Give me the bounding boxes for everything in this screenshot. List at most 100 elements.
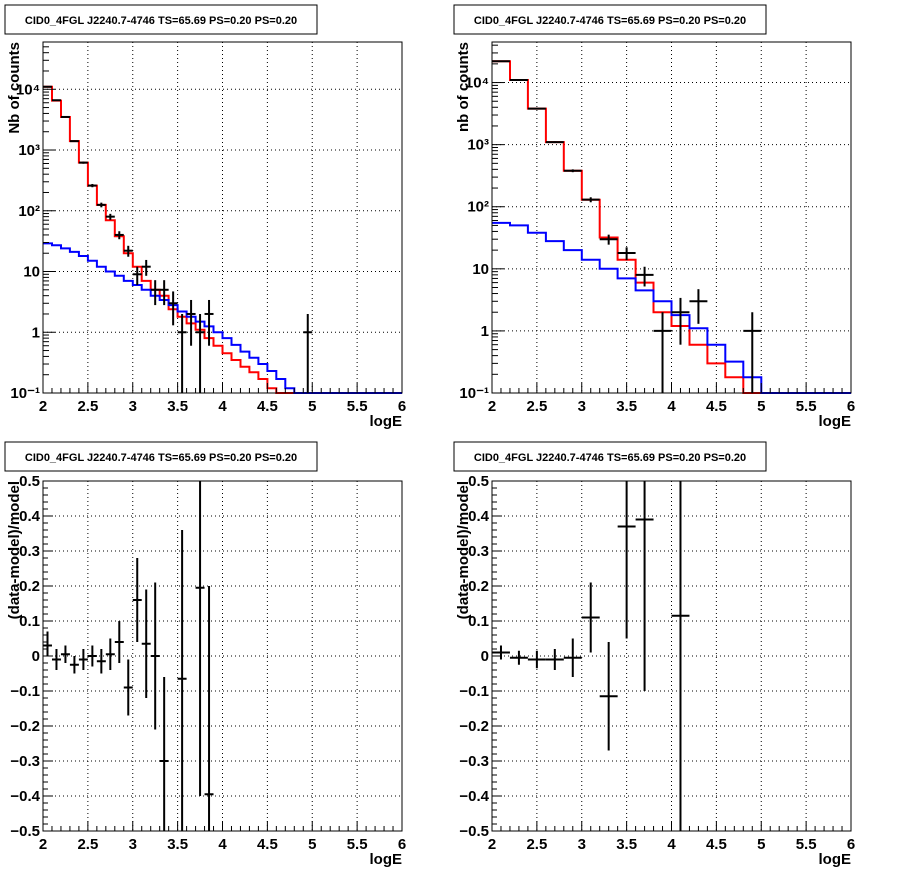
- data-point: [114, 621, 124, 663]
- data-point: [141, 589, 151, 698]
- x-tick-label: 6: [847, 398, 855, 415]
- chart-title: CID0_4FGL J2240.7-4746 TS=65.69 PS=0.20 …: [25, 15, 297, 27]
- model-total-histogram: [43, 85, 402, 394]
- data-points: [43, 481, 214, 831]
- x-axis-label: logE: [819, 851, 852, 868]
- x-tick-label: 5.5: [796, 398, 817, 415]
- data-point: [132, 558, 142, 642]
- y-tick-label: −0.3: [10, 753, 40, 770]
- data-point: [204, 586, 214, 831]
- x-axis-label: logE: [370, 851, 403, 868]
- y-tick-label: 0.4: [19, 508, 41, 525]
- y-tick-label: 0.1: [468, 613, 489, 630]
- y-tick-label: 0: [32, 648, 40, 665]
- data-point: [303, 313, 313, 393]
- y-axis: [43, 41, 55, 394]
- x-tick-label: 4.5: [706, 398, 727, 415]
- y-tick-label: 0.4: [468, 508, 490, 525]
- y-axis-label: (data-model)/model: [6, 481, 23, 619]
- x-tick-label: 3: [578, 836, 586, 853]
- x-tick-label: 5: [308, 398, 316, 415]
- data-point: [689, 289, 708, 324]
- x-tick-label: 3.5: [616, 398, 637, 415]
- data-point: [653, 312, 672, 393]
- x-tick-label: 2: [488, 836, 496, 853]
- data-point: [87, 183, 97, 188]
- data-points: [492, 481, 690, 831]
- y-tick-label: −0.2: [459, 718, 489, 735]
- data-point: [150, 280, 160, 306]
- data-point: [150, 582, 160, 730]
- data-point: [195, 313, 205, 393]
- data-point: [96, 202, 106, 208]
- x-tick-label: 6: [847, 836, 855, 853]
- y-tick-label: −0.3: [459, 753, 489, 770]
- data-point: [617, 247, 636, 261]
- y-axis: [492, 44, 504, 394]
- data-point: [87, 645, 97, 667]
- data-point: [141, 259, 151, 276]
- data-point: [581, 582, 600, 653]
- data-points: [43, 85, 313, 393]
- y-axis: [492, 480, 502, 832]
- chart-title: CID0_4FGL J2240.7-4746 TS=65.69 PS=0.20 …: [474, 452, 746, 464]
- data-point: [168, 291, 178, 326]
- x-tick-label: 3: [129, 398, 137, 415]
- x-tick-label: 5.5: [347, 836, 368, 853]
- grid: [43, 42, 402, 393]
- data-point: [492, 645, 510, 660]
- title-box: [453, 441, 767, 472]
- x-tick-label: 4.5: [706, 836, 727, 853]
- data-point: [177, 313, 187, 393]
- data-point: [114, 231, 124, 240]
- x-tick-label: 6: [398, 398, 406, 415]
- data-point: [545, 141, 564, 144]
- data-points: [492, 60, 762, 393]
- data-point: [69, 140, 79, 143]
- data-point: [105, 213, 115, 220]
- x-axis: [491, 821, 852, 831]
- data-point: [509, 650, 528, 665]
- y-tick-label: −0.2: [10, 718, 40, 735]
- y-tick-label: 1: [32, 324, 40, 341]
- x-tick-label: 2: [39, 836, 47, 853]
- grid: [492, 481, 851, 831]
- chart-title: CID0_4FGL J2240.7-4746 TS=65.69 PS=0.20 …: [474, 15, 746, 27]
- data-point: [60, 645, 70, 663]
- data-point: [671, 481, 690, 831]
- data-point: [96, 649, 106, 674]
- x-tick-label: 3: [129, 836, 137, 853]
- x-tick-label: 3.5: [167, 836, 188, 853]
- data-point: [204, 299, 214, 346]
- data-point: [78, 649, 88, 670]
- y-tick-label: 0.2: [468, 578, 489, 595]
- title-box: [453, 4, 767, 35]
- data-point: [123, 245, 133, 257]
- data-point: [743, 312, 762, 393]
- data-point: [671, 297, 690, 345]
- y-tick-label: 10⁻¹: [459, 385, 489, 402]
- data-point: [527, 650, 546, 669]
- y-tick-label: 10²: [467, 199, 489, 216]
- y-tick-label: 0.5: [19, 473, 40, 490]
- y-tick-label: 10³: [18, 142, 40, 159]
- x-axis: [42, 383, 403, 393]
- data-point: [635, 266, 654, 287]
- x-tick-label: 4.5: [257, 398, 278, 415]
- x-tick-label: 4: [667, 398, 676, 415]
- y-tick-label: 0.2: [19, 578, 40, 595]
- data-point: [527, 107, 546, 110]
- y-tick-label: 0: [481, 648, 489, 665]
- x-tick-label: 5: [308, 836, 316, 853]
- y-axis: [43, 480, 53, 832]
- data-point: [599, 234, 618, 245]
- data-point: [78, 161, 88, 164]
- data-point: [69, 656, 79, 674]
- data-point: [43, 631, 52, 656]
- y-tick-label: 10²: [18, 203, 40, 220]
- data-point: [635, 481, 654, 691]
